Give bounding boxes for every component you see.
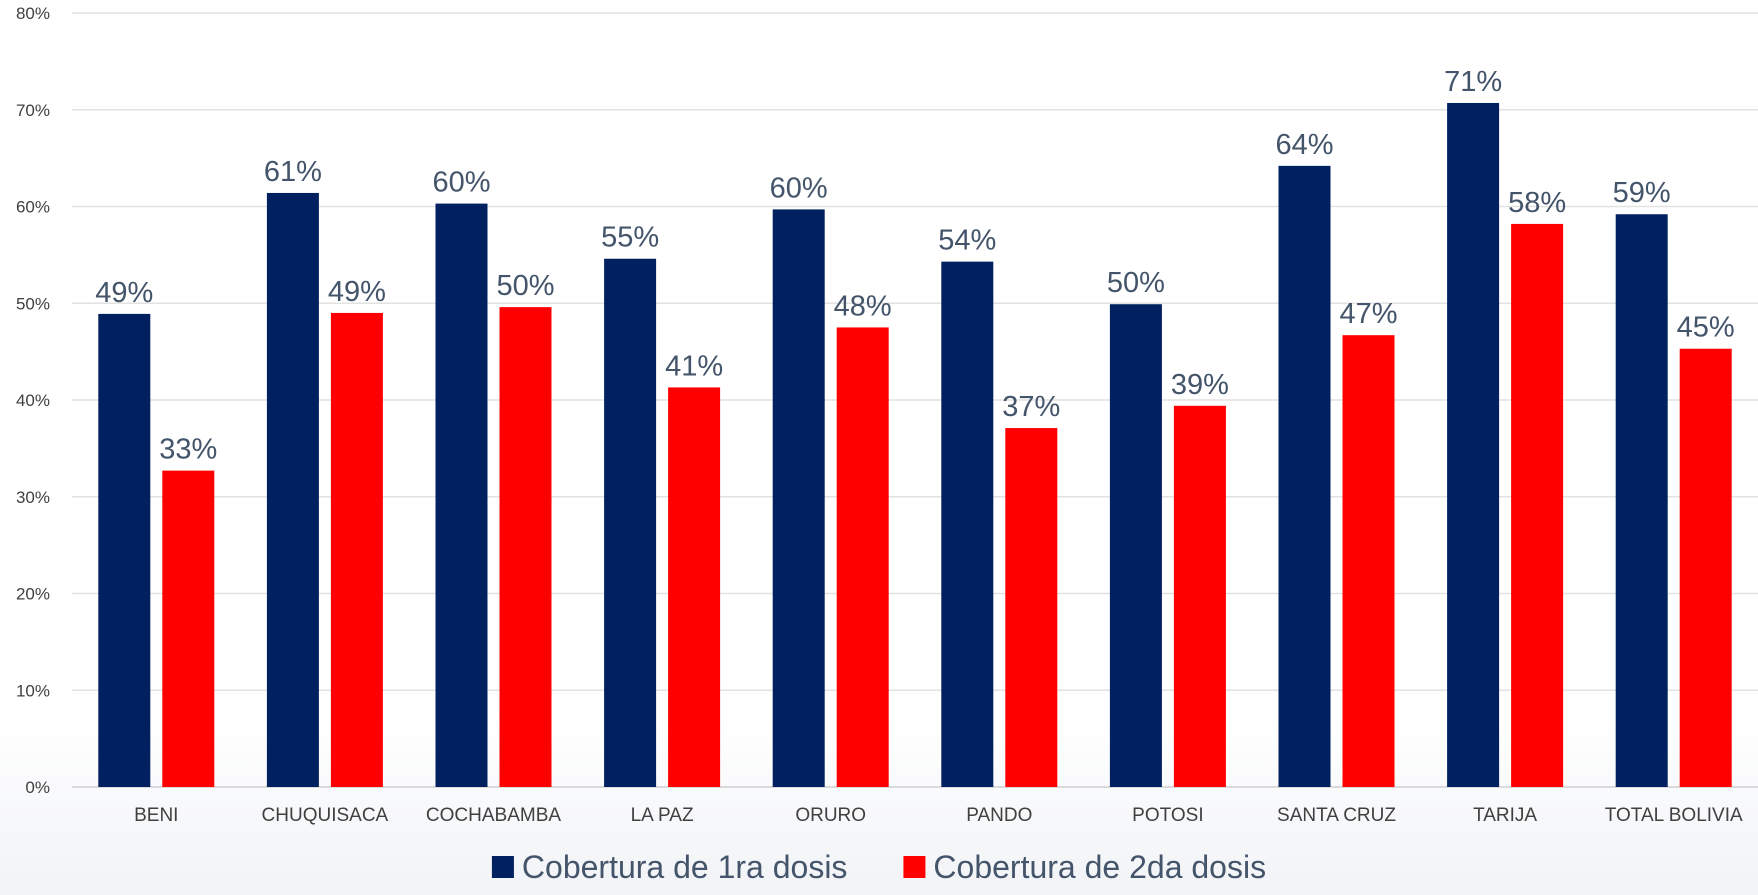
y-tick-label: 50% (16, 294, 50, 313)
y-tick-label: 60% (16, 198, 50, 217)
bar-dose2 (1173, 405, 1226, 787)
bar-dose2 (162, 470, 215, 787)
bar-dose2 (330, 312, 383, 787)
data-label-dose1: 71% (1444, 66, 1502, 98)
y-tick-label: 80% (16, 4, 50, 23)
bar-dose2 (499, 307, 552, 787)
x-axis: BENI CHUQUISACA COCHABAMBA LA PAZ ORURO PANDO… (134, 805, 1743, 826)
data-label-dose2: 45% (1677, 312, 1735, 344)
x-tick-label: COCHABAMBA (426, 805, 561, 826)
bar-dose2 (668, 387, 721, 787)
data-label-dose2: 49% (328, 276, 386, 308)
data-label-dose2: 33% (159, 434, 217, 466)
bar-dose1 (604, 258, 657, 787)
data-label-dose2: 47% (1339, 298, 1397, 330)
data-label-dose2: 50% (496, 270, 554, 302)
x-tick-label: SANTA CRUZ (1277, 805, 1396, 826)
data-label-dose2: 37% (1002, 391, 1060, 423)
x-tick-label: ORURO (795, 805, 866, 826)
data-label-dose1: 64% (1275, 129, 1333, 161)
legend-swatch-dose1 (491, 856, 514, 878)
bar-dose2 (1511, 223, 1564, 788)
bar-dose1 (98, 313, 151, 787)
y-axis: 0% 10% 20% 30% 40% 50% 60% 70% 80% (16, 4, 50, 797)
y-tick-label: 20% (16, 585, 50, 604)
data-label-dose1: 60% (770, 172, 828, 204)
bar-dose1 (941, 261, 994, 788)
data-label-dose1: 50% (1107, 267, 1165, 299)
data-label-dose2: 58% (1508, 187, 1566, 219)
y-tick-label: 70% (16, 101, 50, 120)
data-labels: 49% 33% 61% 49% 60% 50% 55% 41% 60% 48% 54% 37% 50% 3… (95, 66, 1734, 466)
bar-dose1 (266, 192, 319, 787)
gridlines (72, 12, 1758, 788)
y-tick-label: 30% (16, 488, 50, 507)
bar-dose1 (1109, 304, 1162, 787)
x-tick-label: CHUQUISACA (262, 805, 389, 826)
data-label-dose2: 41% (665, 350, 723, 382)
data-label-dose1: 61% (264, 156, 322, 188)
legend-swatch-dose2 (903, 856, 926, 878)
data-label-dose1: 55% (601, 222, 659, 254)
y-tick-label: 40% (16, 391, 50, 410)
bar-dose1 (1278, 165, 1331, 788)
bar-dose2 (1679, 348, 1732, 787)
x-tick-label: TOTAL BOLIVIA (1605, 805, 1743, 826)
y-tick-label: 0% (25, 778, 50, 797)
bar-dose1 (435, 203, 488, 787)
x-tick-label: BENI (134, 805, 178, 826)
bar-dose1 (1447, 102, 1500, 788)
bar-dose1 (1615, 214, 1668, 788)
x-tick-label: TARIJA (1473, 805, 1537, 826)
bar-dose2 (836, 327, 889, 787)
y-tick-label: 10% (16, 681, 50, 700)
data-label-dose1: 60% (432, 167, 490, 199)
data-label-dose1: 49% (95, 277, 153, 309)
bar-dose2 (1005, 428, 1058, 787)
bar-dose2 (1342, 335, 1395, 787)
x-tick-label: POTOSI (1132, 805, 1203, 826)
data-label-dose1: 54% (938, 225, 996, 257)
bar-dose1 (772, 209, 825, 788)
data-label-dose2: 48% (834, 290, 892, 322)
bars (98, 102, 1732, 788)
legend-label-dose1: Cobertura de 1ra dosis (522, 849, 848, 885)
data-label-dose1: 59% (1613, 177, 1671, 209)
x-tick-label: PANDO (966, 805, 1032, 826)
x-tick-label: LA PAZ (631, 805, 694, 826)
legend-label-dose2: Cobertura de 2da dosis (933, 849, 1266, 885)
data-label-dose2: 39% (1171, 369, 1229, 401)
legend: Cobertura de 1ra dosis Cobertura de 2da d… (491, 849, 1266, 885)
